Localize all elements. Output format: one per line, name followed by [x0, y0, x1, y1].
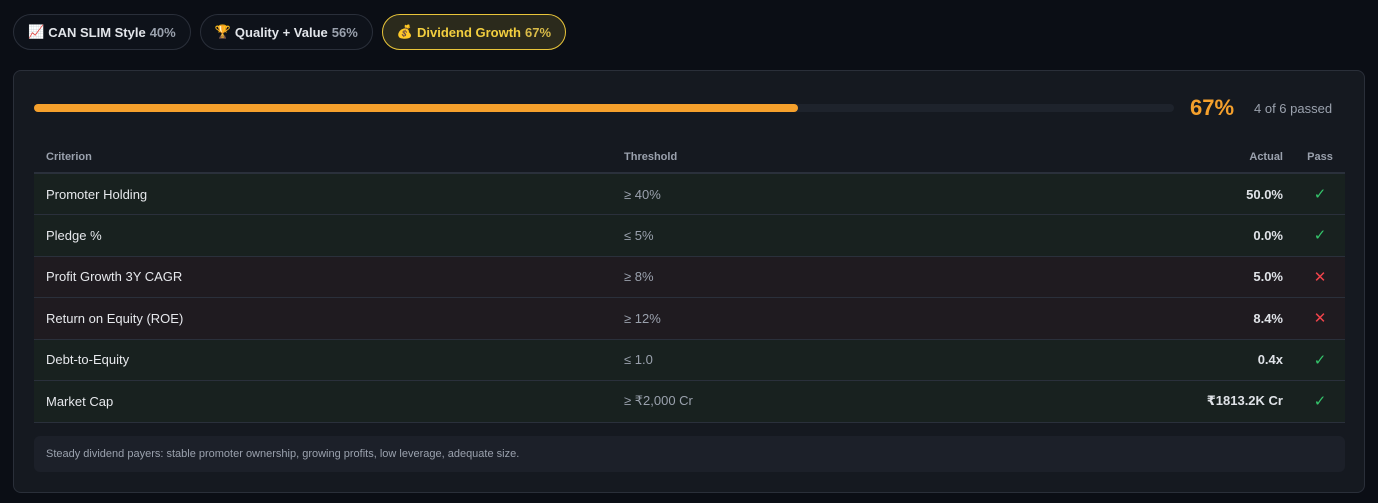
- check-icon: ✓: [1313, 186, 1327, 203]
- tab-score: 67%: [525, 24, 552, 40]
- threshold-value: ≤ 5%: [612, 214, 941, 257]
- tab-quality-value[interactable]: 🏆 Quality + Value 56%: [199, 14, 373, 50]
- tab-label: CAN SLIM Style: [48, 24, 146, 40]
- screen-result-card: 67% 4 of 6 passed Criterion Threshold Ac…: [13, 70, 1365, 493]
- threshold-value: ≥ ₹2,000 Cr: [612, 380, 941, 423]
- tab-score: 56%: [331, 24, 358, 40]
- check-icon: ✓: [1313, 351, 1327, 369]
- threshold-value: ≥ 8%: [612, 256, 941, 298]
- criterion-name: Profit Growth 3Y CAGR: [34, 256, 612, 298]
- progress-fill: [34, 104, 798, 112]
- tab-dividend-growth[interactable]: 💰 Dividend Growth 67%: [381, 14, 567, 50]
- tab-score: 40%: [149, 24, 176, 40]
- threshold-value: ≥ 40%: [612, 173, 941, 215]
- cross-icon: ✕: [1313, 268, 1327, 286]
- header-threshold: Threshold: [612, 141, 941, 174]
- table-row: Profit Growth 3Y CAGR ≥ 8% 5.0% ✕: [34, 256, 1345, 298]
- passed-summary: 4 of 6 passed: [1254, 101, 1333, 116]
- actual-value: ₹1813.2K Cr: [940, 380, 1295, 423]
- score-progress: 67% 4 of 6 passed: [34, 95, 1345, 121]
- criteria-table: Criterion Threshold Actual Pass Promoter…: [34, 141, 1345, 423]
- actual-value: 50.0%: [940, 173, 1295, 215]
- money-bag-icon: 💰: [396, 24, 413, 39]
- threshold-value: ≥ 12%: [612, 297, 941, 340]
- check-icon: ✓: [1313, 393, 1327, 411]
- progress-track: [34, 104, 1174, 112]
- table-row: Promoter Holding ≥ 40% 50.0% ✓: [34, 173, 1345, 215]
- criterion-name: Debt-to-Equity: [34, 339, 612, 381]
- criterion-name: Market Cap: [34, 380, 612, 423]
- criterion-name: Return on Equity (ROE): [34, 297, 612, 340]
- table-row: Debt-to-Equity ≤ 1.0 0.4x ✓: [34, 339, 1345, 381]
- actual-value: 0.0%: [940, 214, 1295, 257]
- tab-can-slim[interactable]: 📈 CAN SLIM Style 40%: [13, 14, 191, 50]
- cross-icon: ✕: [1313, 310, 1327, 328]
- actual-value: 0.4x: [940, 339, 1295, 381]
- table-row: Market Cap ≥ ₹2,000 Cr ₹1813.2K Cr ✓: [34, 380, 1345, 423]
- check-icon: ✓: [1313, 227, 1327, 245]
- header-criterion: Criterion: [34, 141, 612, 174]
- actual-value: 8.4%: [940, 297, 1295, 340]
- criterion-name: Pledge %: [34, 214, 612, 257]
- actual-value: 5.0%: [940, 256, 1295, 298]
- header-pass: Pass: [1295, 141, 1345, 174]
- tab-label: Quality + Value: [234, 24, 328, 40]
- threshold-value: ≤ 1.0: [612, 339, 941, 381]
- strategy-tabs: 📈 CAN SLIM Style 40% 🏆 Quality + Value 5…: [13, 14, 567, 50]
- score-percent: 67%: [1190, 95, 1235, 120]
- table-row: Pledge % ≤ 5% 0.0% ✓: [34, 214, 1345, 257]
- criterion-name: Promoter Holding: [34, 173, 612, 215]
- header-actual: Actual: [940, 141, 1295, 174]
- tab-label: Dividend Growth: [417, 24, 521, 40]
- strategy-description: Steady dividend payers: stable promoter …: [34, 436, 1345, 472]
- chart-up-icon: 📈: [28, 24, 45, 39]
- trophy-icon: 🏆: [214, 24, 231, 39]
- table-header: Criterion Threshold Actual Pass: [34, 141, 1345, 174]
- table-row: Return on Equity (ROE) ≥ 12% 8.4% ✕: [34, 297, 1345, 340]
